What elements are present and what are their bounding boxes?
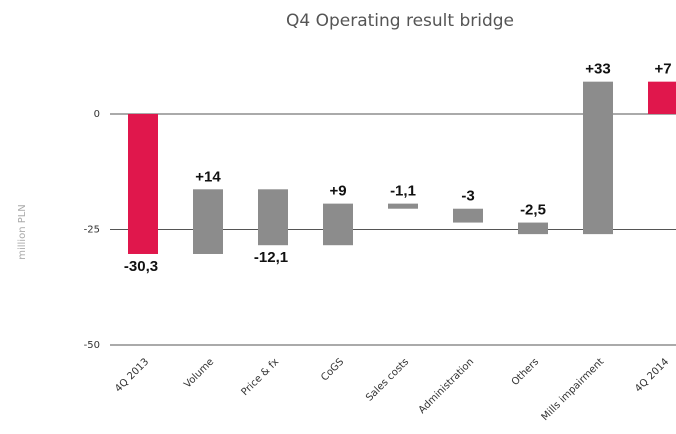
data-label: -3 (461, 188, 474, 205)
data-label: +33 (585, 61, 610, 78)
x-tick-label: Volume (182, 356, 216, 390)
data-label: -12,1 (254, 249, 288, 266)
x-tick-label: Administration (417, 356, 477, 416)
x-tick-label: Others (510, 356, 542, 388)
y-tick-label: 0 (94, 109, 100, 120)
bar (583, 81, 613, 235)
data-label: +7 (654, 61, 671, 78)
bar (258, 189, 288, 246)
data-label: -30,3 (124, 258, 158, 275)
bar (388, 203, 418, 209)
x-tick-label: Mills impairment (540, 356, 607, 423)
data-label: +9 (329, 183, 346, 200)
data-label: -1,1 (390, 183, 416, 200)
y-tick-label: -50 (84, 340, 100, 351)
chart-title: Q4 Operating result bridge (286, 11, 514, 31)
bar (193, 189, 223, 254)
y-axis-label: million PLN (17, 204, 28, 260)
data-label: +14 (195, 168, 221, 185)
bar (323, 203, 353, 246)
y-tick-label: -25 (84, 225, 100, 236)
bar (518, 222, 548, 235)
x-tick-label: 4Q 2013 (113, 356, 151, 394)
x-tick-label: CoGS (319, 356, 346, 383)
x-tick-label: Price & fx (240, 356, 282, 398)
x-tick-label: Sales costs (364, 356, 411, 403)
data-label: -2,5 (520, 202, 546, 219)
bar (648, 81, 676, 114)
bar (128, 114, 158, 254)
bar (453, 208, 483, 223)
x-tick-label: 4Q 2014 (633, 356, 671, 394)
